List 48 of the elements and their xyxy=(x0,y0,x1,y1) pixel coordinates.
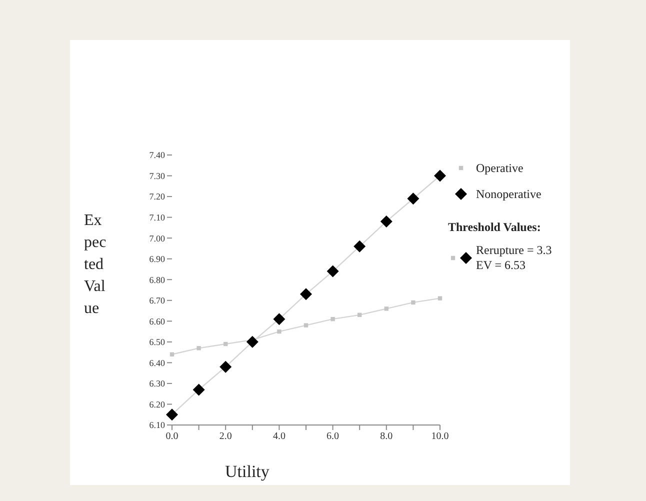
y-tick-label: 7.00 xyxy=(149,233,166,244)
point xyxy=(192,384,205,396)
point xyxy=(438,296,442,300)
x-tick-label: 6.0 xyxy=(326,431,340,442)
point xyxy=(277,329,282,334)
y-tick-label: 7.40 xyxy=(149,150,166,160)
legend-label: Nonoperative xyxy=(476,186,542,202)
point xyxy=(170,352,174,356)
x-tick-label: 8.0 xyxy=(380,431,393,442)
x-tick-label: 0.0 xyxy=(166,431,178,442)
x-axis-title: Utility xyxy=(225,462,270,482)
point xyxy=(434,170,446,182)
point xyxy=(407,192,420,205)
x-tick-label: 10.0 xyxy=(431,431,449,442)
y-tick-label: 7.30 xyxy=(149,170,166,181)
x-tick-label: 2.0 xyxy=(219,431,232,442)
text: Threshold Values: xyxy=(448,220,542,235)
point xyxy=(384,306,388,311)
legend-label: Operative xyxy=(476,160,524,176)
point xyxy=(166,408,178,421)
y-tick-label: 7.10 xyxy=(149,212,166,223)
y-tick-label: 6.70 xyxy=(149,296,166,306)
point xyxy=(196,346,201,350)
point xyxy=(354,240,366,252)
text: Rerupture = 3.3 xyxy=(476,243,552,258)
y-tick-label: 6.10 xyxy=(149,420,166,430)
point xyxy=(246,336,258,348)
point xyxy=(304,323,308,328)
point xyxy=(220,360,232,373)
point xyxy=(273,313,286,326)
point xyxy=(411,300,416,305)
y-tick-label: 6.30 xyxy=(149,378,166,389)
y-tick-label: 7.20 xyxy=(149,192,166,202)
y-tick-label: 6.90 xyxy=(149,254,166,264)
point xyxy=(330,316,335,322)
y-axis-title: Expected Value xyxy=(84,211,108,319)
y-tick-label: 6.60 xyxy=(149,316,166,326)
y-tick-label: 6.80 xyxy=(149,274,166,285)
y-tick-label: 6.20 xyxy=(149,399,166,410)
point xyxy=(380,215,392,228)
point xyxy=(326,265,339,278)
text: EV = 6.53 xyxy=(476,258,527,273)
point xyxy=(358,312,362,318)
y-tick-label: 6.40 xyxy=(149,358,166,368)
point xyxy=(224,342,228,346)
point xyxy=(300,288,312,300)
y-tick-label: 6.50 xyxy=(149,337,166,348)
x-tick-label: 4.0 xyxy=(272,431,286,442)
